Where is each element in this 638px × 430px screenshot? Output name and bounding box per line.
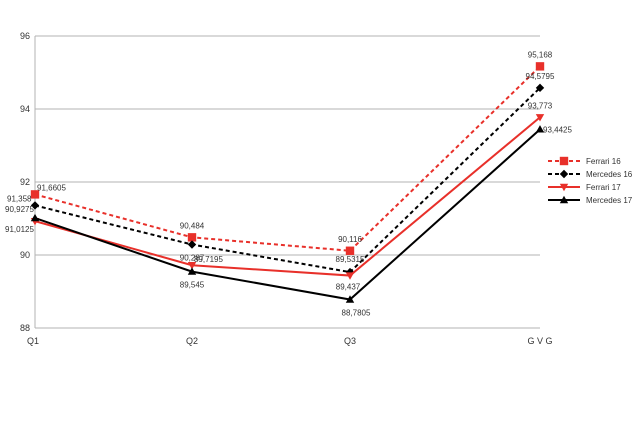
data-label: 89,437 xyxy=(336,283,361,292)
gridlines xyxy=(35,35,540,329)
data-label: 90,9275 xyxy=(5,205,34,214)
data-label: 91,6605 xyxy=(37,183,66,192)
data-point xyxy=(345,246,355,255)
legend-label: Mercedes 17 xyxy=(586,196,633,205)
data-point xyxy=(30,201,40,210)
series-line xyxy=(34,116,541,277)
legend-marker xyxy=(559,169,569,179)
x-tick-label: Q2 xyxy=(186,336,198,346)
y-tick-label: 88 xyxy=(20,323,30,333)
legend-label: Ferrari 16 xyxy=(586,157,621,166)
data-point xyxy=(30,190,40,199)
data-point xyxy=(30,213,40,222)
data-point xyxy=(535,62,545,71)
y-tick-label: 96 xyxy=(20,31,30,41)
data-label: 94,5795 xyxy=(526,72,555,81)
legend-marker xyxy=(559,156,569,166)
data-point xyxy=(535,83,545,93)
data-label: 90,484 xyxy=(180,221,205,230)
legend-marker xyxy=(559,183,569,192)
x-tick-label: Q1 xyxy=(27,336,39,346)
axes: 96 94 92 90 88 Q1 Q2 Q3 G V G xyxy=(20,31,553,346)
data-label: 88,7805 xyxy=(342,309,371,318)
data-point xyxy=(187,262,197,270)
data-label: 90,287 xyxy=(180,254,205,263)
data-point xyxy=(187,233,197,242)
series-line xyxy=(34,87,541,274)
data-point xyxy=(345,295,355,303)
series-lines xyxy=(30,62,545,303)
data-label: 91,0125 xyxy=(5,225,34,234)
data-point xyxy=(535,125,545,133)
legend-label: Mercedes 16 xyxy=(586,170,633,179)
series-line xyxy=(34,128,541,301)
x-tick-label: Q3 xyxy=(344,336,356,346)
y-tick-label: 90 xyxy=(20,250,30,260)
x-tick-label: G V G xyxy=(527,336,552,346)
series-line xyxy=(34,65,541,252)
data-label: 89,5315 xyxy=(336,255,365,264)
data-label: 89,545 xyxy=(180,281,205,290)
data-point xyxy=(187,240,197,249)
data-label: 90,116 xyxy=(338,235,362,244)
legend-marker xyxy=(559,195,569,204)
data-label: 91,358 xyxy=(7,194,32,203)
legend-label: Ferrari 17 xyxy=(586,183,621,192)
data-label: 93,773 xyxy=(528,101,553,110)
data-point xyxy=(535,114,545,122)
data-label: 89,7195 xyxy=(194,255,223,264)
y-tick-label: 94 xyxy=(20,104,30,114)
data-point xyxy=(187,267,197,275)
data-label: 93,4425 xyxy=(543,125,572,134)
data-point xyxy=(345,272,355,280)
y-tick-label: 92 xyxy=(20,177,30,187)
data-label: 95,168 xyxy=(528,50,553,59)
legend: Ferrari 16 Mercedes 16 Ferrari 17 Mercedes … xyxy=(548,156,633,205)
